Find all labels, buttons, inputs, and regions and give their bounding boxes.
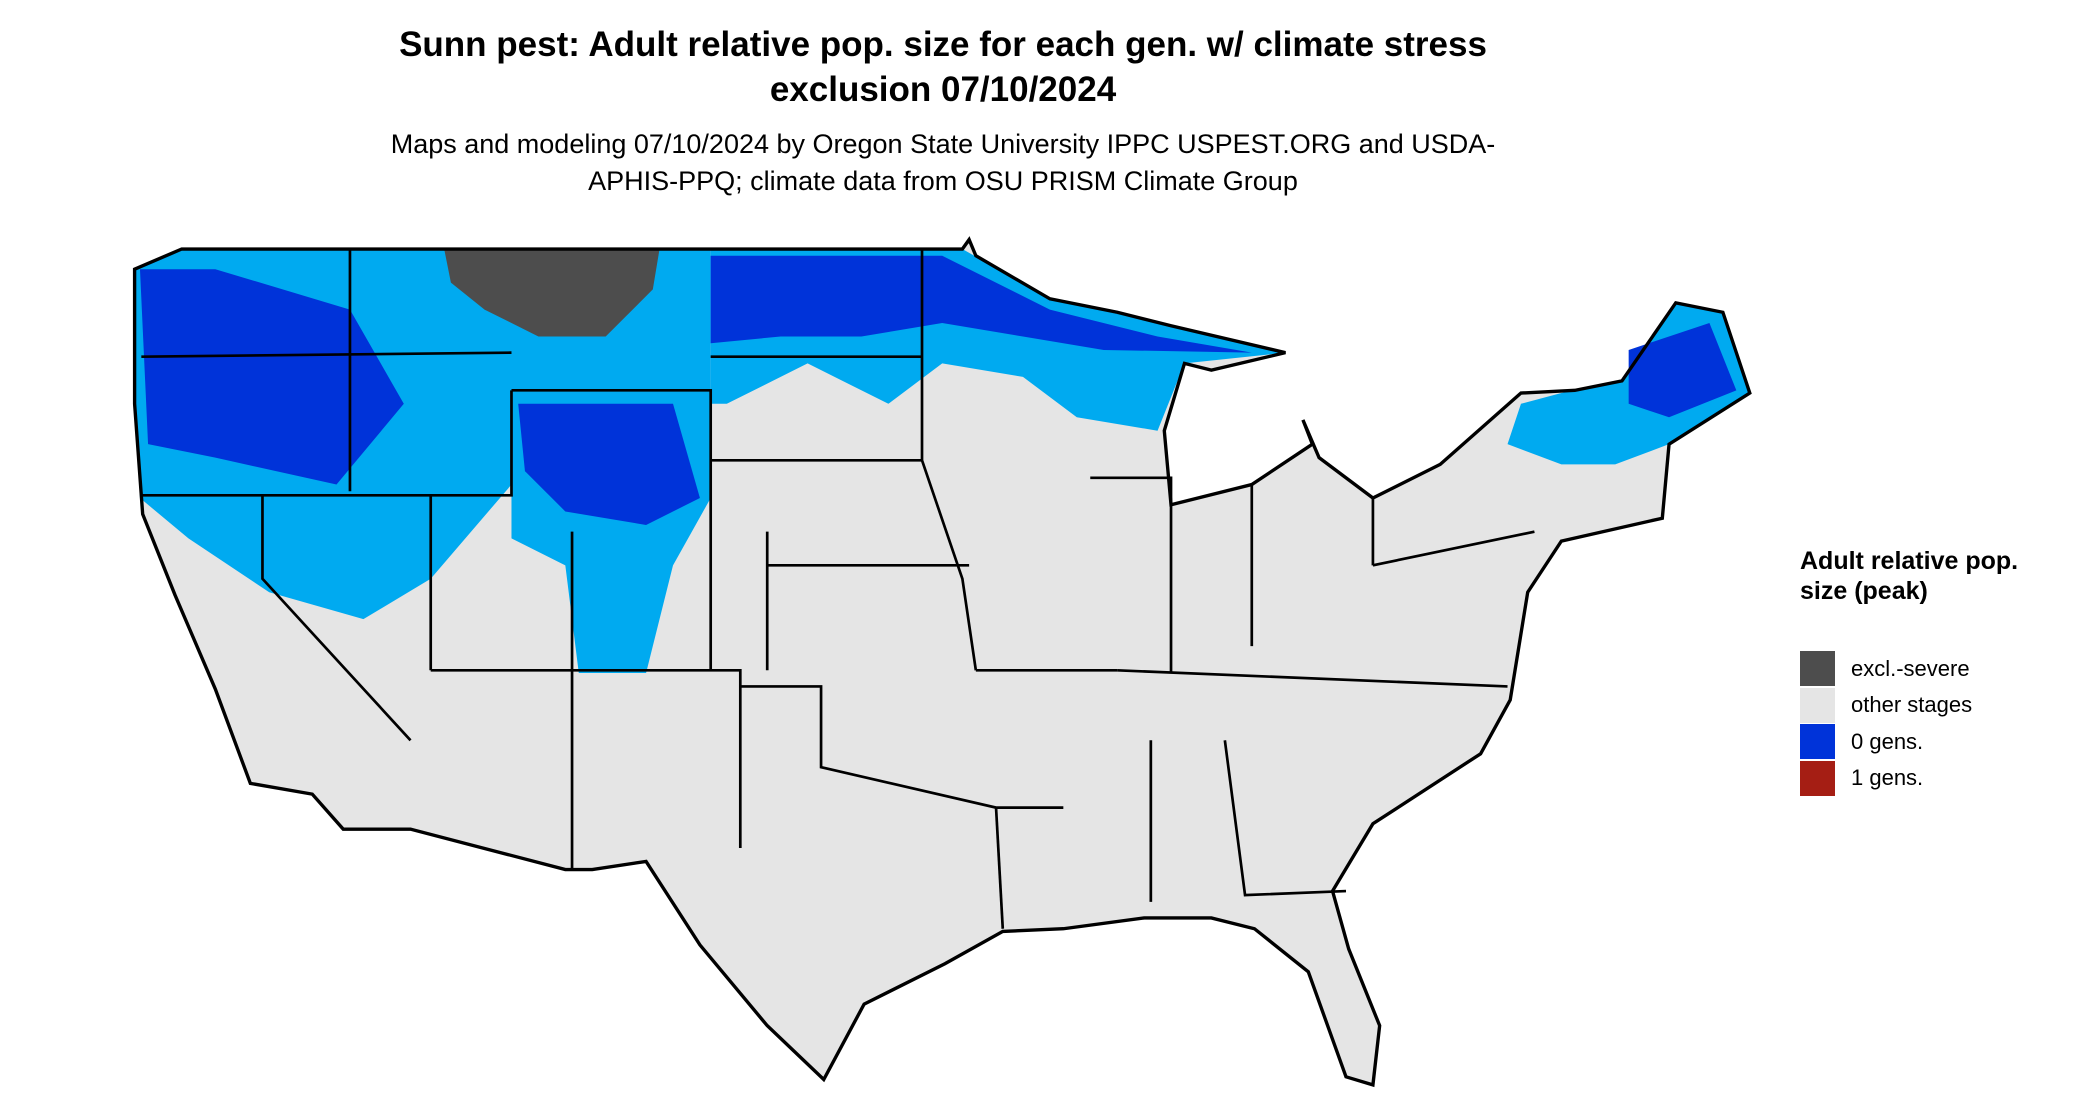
legend-swatch (1800, 651, 1835, 686)
legend-item: other stages (1800, 687, 1973, 723)
legend-item: 0 gens. (1800, 724, 1923, 759)
legend-swatch (1800, 760, 1835, 796)
subtitle: Maps and modeling 07/10/2024 by Oregon S… (390, 129, 1496, 196)
state-border (511, 388, 713, 671)
state-border (1372, 530, 1535, 567)
legend-label: 0 gens. (1851, 728, 1924, 754)
state-border (1223, 740, 1347, 897)
legend-title: Adult relative pop. size (peak) (1800, 547, 2019, 605)
map-layer (132, 236, 1752, 1088)
map-region (1628, 323, 1737, 418)
state-border (1117, 668, 1508, 688)
legend-item: 1 gens. (1800, 760, 1924, 796)
state-border (920, 249, 978, 671)
state-border (141, 351, 512, 359)
legend-swatch (1800, 724, 1835, 759)
legend-swatch (1800, 687, 1835, 723)
map-region (518, 403, 700, 525)
state-border (994, 807, 1005, 929)
map-region (444, 249, 660, 337)
title: Sunn pest: Adult relative pop. size for … (399, 25, 1487, 109)
map-region (139, 269, 404, 485)
legend-item: excl.-severe (1800, 651, 1970, 686)
state-border (430, 668, 742, 848)
state-border (261, 495, 412, 742)
legend-label: excl.-severe (1851, 655, 1970, 681)
state-border (740, 685, 1064, 809)
map-region (710, 255, 1252, 353)
country-border (132, 236, 1752, 1088)
legend-label: other stages (1851, 692, 1973, 717)
state-border (141, 390, 513, 497)
state-border (1090, 476, 1173, 673)
legend-label: 1 gens. (1851, 765, 1924, 790)
